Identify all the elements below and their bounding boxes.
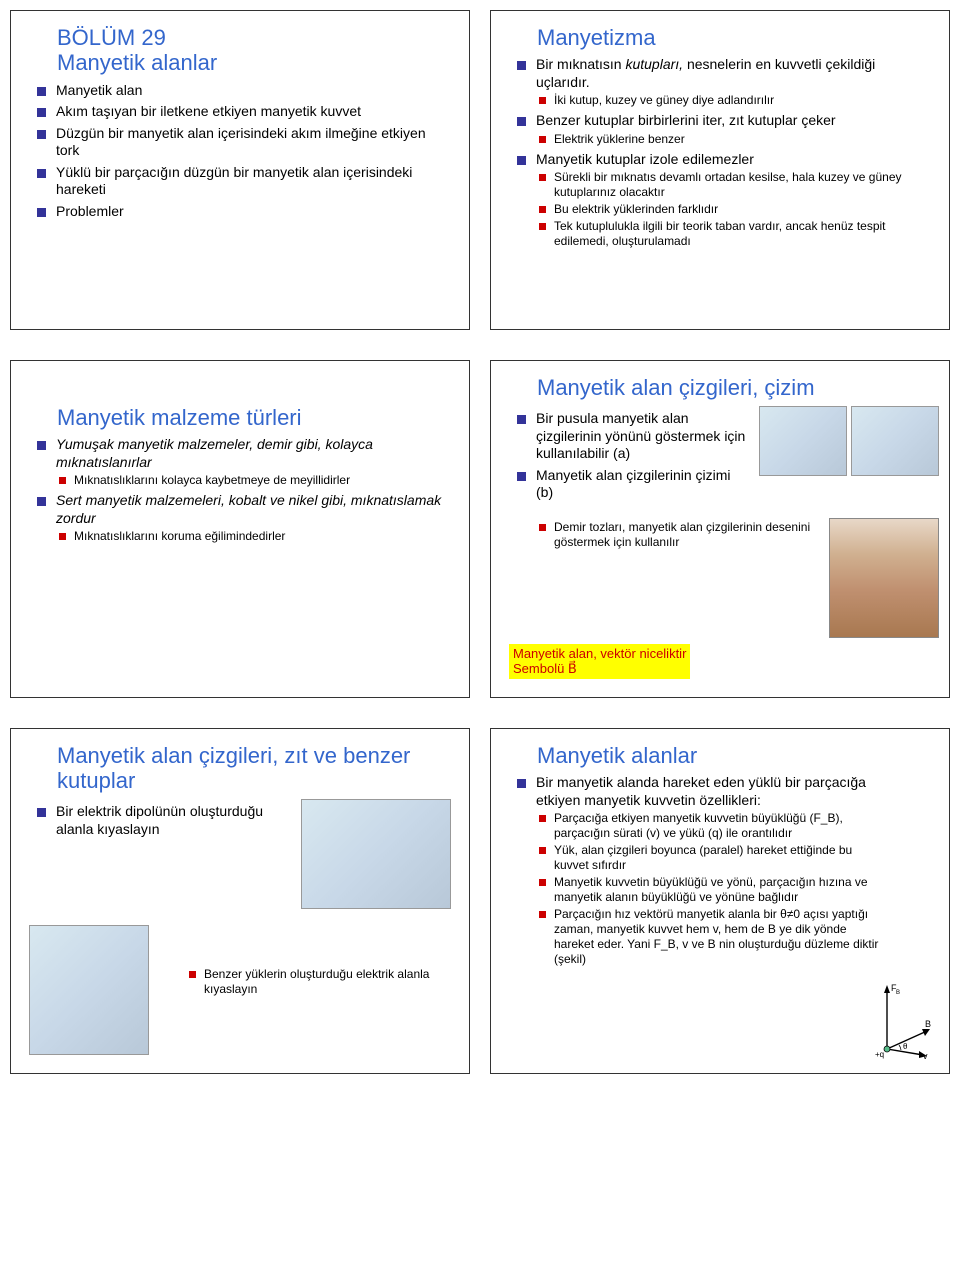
bullet-level-1: Bir mıknatısın kutupları, nesnelerin en … [517,56,931,91]
slide-4: Manyetik alan çizgileri, çizim Bir pusul… [490,360,950,698]
slide-4-bottom-row: Demir tozları, manyetik alan çizgilerini… [509,518,939,638]
bullet-level-1: Problemler [37,203,451,221]
bullet-level-2: Elektrik yüklerine benzer [539,132,931,147]
bullet-level-2: Parçacığa etkiyen manyetik kuvvetin büyü… [539,811,881,841]
slide-5-row2: Benzer yüklerin oluşturduğu elektrik ala… [29,925,451,1055]
slide-1-title: BÖLÜM 29 Manyetik alanlar [57,25,451,76]
slide-4-left-text: Bir pusula manyetik alan çizgilerinin yö… [509,406,749,504]
highlight-line1: Manyetik alan, vektör niceliktir [513,646,686,661]
slide-2-body: Bir mıknatısın kutupları, nesnelerin en … [509,56,931,249]
svg-text:B: B [896,990,900,996]
bullet-level-2: Bu elektrik yüklerinden farklıdır [539,202,931,217]
bullet-level-2: İki kutup, kuzey ve güney diye adlandırı… [539,93,931,108]
slide-5-row1: Bir elektrik dipolünün oluşturduğu alanl… [29,799,451,909]
highlight-line2: Sembolü B⃗ [513,661,686,677]
bullet-level-1: Benzer kutuplar birbirlerini iter, zıt k… [517,112,931,130]
bullet-level-2: Mıknatıslıklarını koruma eğilimindedirle… [59,529,451,544]
slide-4-top-row: Bir pusula manyetik alan çizgilerinin yö… [509,406,939,504]
slide-4-title: Manyetik alan çizgileri, çizim [537,375,939,400]
slide-3-title: Manyetik malzeme türleri [57,405,451,430]
svg-text:θ: θ [903,1042,908,1051]
slide-3-body: Yumuşak manyetik malzemeler, demir gibi,… [29,436,451,544]
slide-3: Manyetik malzeme türleri Yumuşak manyeti… [10,360,470,698]
bullet-level-2: Demir tozları, manyetik alan çizgilerini… [539,520,819,550]
slide-4-bottom-text: Demir tozları, manyetik alan çizgilerini… [509,518,819,638]
bullet-level-1: Sert manyetik malzemeleri, kobalt ve nik… [37,492,451,527]
slide-6: Manyetik alanlar Bir manyetik alanda har… [490,728,950,1075]
bullet-level-2: Yük, alan çizgileri boyunca (paralel) ha… [539,843,881,873]
bullet-level-2: Manyetik kuvvetin büyüklüğü ve yönü, par… [539,875,881,905]
bullet-level-1: Manyetik alan çizgilerinin çizimi (b) [517,467,749,502]
slide-2: Manyetizma Bir mıknatısın kutupları, nes… [490,10,950,330]
bullet-level-1: Manyetik alan [37,82,451,100]
bullet-level-1: Yumuşak manyetik malzemeler, demir gibi,… [37,436,451,471]
slide-6-body: Bir manyetik alanda hareket eden yüklü b… [509,774,931,967]
slide-5-text2: Benzer yüklerin oluşturduğu elektrik ala… [159,925,451,1055]
bullet-level-1: Bir pusula manyetik alan çizgilerinin yö… [517,410,749,463]
slide-2-title: Manyetizma [537,25,931,50]
bullet-level-2: Benzer yüklerin oluşturduğu elektrik ala… [189,967,451,997]
opposite-poles-image [301,799,451,909]
bullet-level-2: Tek kutuplulukla ilgili bir teorik taban… [539,219,931,249]
bullet-level-1: Düzgün bir manyetik alan içerisindeki ak… [37,125,451,160]
slide-1-body: Manyetik alan Akım taşıyan bir iletkene e… [29,82,451,221]
bullet-level-1: Yüklü bir parçacığın düzgün bir manyetik… [37,164,451,199]
bullet-level-2: Sürekli bir mıknatıs devamlı ortadan kes… [539,170,931,200]
bullet-level-2: Mıknatıslıklarını kolayca kaybetmeye de … [59,473,451,488]
slide-5: Manyetik alan çizgileri, zıt ve benzer k… [10,728,470,1075]
iron-filings-magnet-image [829,518,939,638]
slide-grid: BÖLÜM 29 Manyetik alanlar Manyetik alan A… [10,10,950,1074]
slide-6-title: Manyetik alanlar [537,743,931,768]
bullet-level-1: Manyetik kutuplar izole edilemezler [517,151,931,169]
force-vector-diagram: F B B v +q θ [875,979,935,1059]
compass-diagram-a [759,406,847,476]
slide-1: BÖLÜM 29 Manyetik alanlar Manyetik alan A… [10,10,470,330]
slide-5-title: Manyetik alan çizgileri, zıt ve benzer k… [57,743,451,794]
svg-text:v: v [923,1051,928,1059]
fieldlines-diagram-b [851,406,939,476]
slide-4-diagrams [759,406,939,504]
svg-text:B: B [925,1019,931,1029]
bullet-level-1: Bir manyetik alanda hareket eden yüklü b… [517,774,881,809]
like-poles-image [29,925,149,1055]
highlight-vector: Manyetik alan, vektör niceliktir Sembolü… [509,644,690,679]
svg-text:+q: +q [875,1050,884,1059]
bullet-level-2: Parçacığın hız vektörü manyetik alanla b… [539,907,881,967]
bullet-level-1: Akım taşıyan bir iletkene etkiyen manyet… [37,103,451,121]
slide-5-text1: Bir elektrik dipolünün oluşturduğu alanl… [29,799,291,909]
bullet-level-1: Bir elektrik dipolünün oluşturduğu alanl… [37,803,291,838]
